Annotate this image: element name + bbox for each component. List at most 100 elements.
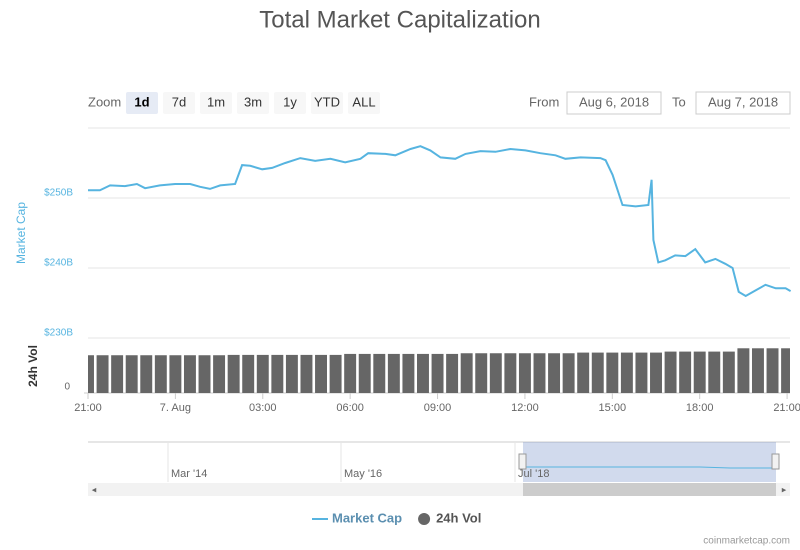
x-tick-label: 09:00	[424, 402, 452, 414]
x-tick-label: 21:00	[74, 402, 102, 414]
to-input[interactable]	[695, 91, 791, 115]
scroll-left[interactable]: ◂	[92, 484, 97, 494]
y2-tick-label: 0	[64, 382, 70, 393]
zoom-button[interactable]	[311, 92, 343, 114]
scroll-right[interactable]: ▸	[782, 484, 787, 494]
volume-bar	[664, 351, 677, 393]
volume-bar	[460, 353, 473, 393]
volume-bar	[679, 351, 692, 393]
volume-bar	[562, 353, 575, 393]
market-cap-line	[88, 145, 792, 298]
navigator-handle[interactable]	[518, 453, 527, 470]
volume-bar	[475, 353, 488, 393]
volume-bar	[417, 353, 429, 393]
volume-bar	[431, 353, 444, 393]
volume-bar	[693, 351, 706, 393]
zoom-button-label[interactable]: 7d	[172, 94, 186, 109]
volume-bar	[169, 355, 182, 393]
volume-bar	[650, 352, 662, 393]
zoom-button-label[interactable]: YTD	[314, 94, 340, 109]
volume-bar	[387, 353, 400, 393]
zoom-label: Zoom	[88, 94, 121, 109]
volume-bar	[766, 348, 779, 393]
volume-bar	[591, 352, 604, 393]
from-label: From	[529, 94, 559, 109]
volume-bar	[242, 354, 255, 393]
credits: coinmarketcap.com	[703, 536, 790, 547]
zoom-button[interactable]	[274, 92, 306, 114]
from-input[interactable]	[566, 91, 662, 115]
volume-bar	[708, 351, 721, 393]
x-tick-label: 7. Aug	[160, 402, 191, 414]
navigator-line	[523, 466, 776, 469]
x-tick-label: 15:00	[599, 402, 627, 414]
scrollbar-thumb[interactable]	[523, 483, 776, 496]
x-tick-label: 12:00	[511, 402, 539, 414]
navigator-handle[interactable]	[771, 453, 780, 470]
volume-bar	[344, 353, 357, 393]
navigator	[88, 442, 790, 482]
volume-bar	[577, 352, 590, 393]
volume-bar	[358, 353, 371, 393]
y-tick-label: $230B	[44, 328, 73, 339]
volume-bar	[489, 353, 502, 393]
y-tick-label: $240B	[44, 258, 73, 269]
volume-bar	[285, 354, 298, 393]
volume-bar	[606, 352, 619, 393]
volume-bar	[737, 348, 750, 393]
volume-bar	[329, 354, 342, 393]
zoom-button-label[interactable]: 1y	[283, 94, 297, 109]
y-axis-title: Market Cap	[14, 202, 28, 264]
volume-bar	[125, 355, 138, 393]
volume-bar	[256, 354, 269, 393]
volume-bar	[111, 355, 124, 393]
legend-symbol[interactable]	[418, 513, 431, 525]
volume-bar	[198, 355, 211, 393]
x-tick-label: 06:00	[336, 402, 364, 414]
volume-bar	[213, 355, 226, 393]
zoom-button-label[interactable]: ALL	[352, 94, 375, 109]
volume-bar	[751, 348, 764, 393]
volume-bar	[402, 353, 415, 393]
volume-bar	[722, 351, 735, 393]
navigator-label: Jul '18	[518, 468, 549, 480]
navigator-label: Mar '14	[171, 468, 207, 480]
volume-bar	[183, 355, 196, 393]
zoom-button-label[interactable]: 1d	[134, 94, 149, 109]
volume-bar	[271, 354, 284, 393]
zoom-button[interactable]	[348, 92, 380, 114]
volume-bar	[446, 353, 459, 393]
volume-bar	[373, 353, 386, 393]
from-date[interactable]: Aug 6, 2018	[579, 94, 649, 109]
volume-bar	[781, 348, 790, 393]
volume-bar	[96, 355, 109, 393]
legend-label[interactable]: Market Cap	[332, 510, 402, 525]
volume-bar	[88, 355, 94, 393]
navigator-label: May '16	[344, 468, 382, 480]
x-tick-label: 21:00	[773, 402, 800, 414]
volume-bar	[620, 352, 633, 393]
to-label: To	[672, 94, 686, 109]
x-tick-label: 18:00	[686, 402, 714, 414]
to-date[interactable]: Aug 7, 2018	[708, 94, 778, 109]
volume-bar	[548, 353, 561, 393]
volume-bar	[315, 354, 328, 393]
y2-axis-title: 24h Vol	[26, 345, 40, 387]
zoom-button[interactable]	[237, 92, 269, 114]
chart-title: Total Market Capitalization	[259, 6, 540, 33]
zoom-button[interactable]	[126, 92, 158, 114]
x-tick-label: 03:00	[249, 402, 277, 414]
zoom-button[interactable]	[200, 92, 232, 114]
zoom-button-label[interactable]: 1m	[207, 94, 225, 109]
zoom-button[interactable]	[163, 92, 195, 114]
legend-label[interactable]: 24h Vol	[436, 510, 481, 525]
volume-bar	[140, 355, 153, 393]
volume-bar	[635, 352, 648, 393]
volume-bar	[154, 355, 167, 393]
volume-bar	[504, 353, 517, 393]
volume-bar	[227, 354, 240, 393]
volume-bar	[300, 354, 313, 393]
navigator-selection[interactable]	[523, 442, 776, 482]
zoom-button-label[interactable]: 3m	[244, 94, 262, 109]
